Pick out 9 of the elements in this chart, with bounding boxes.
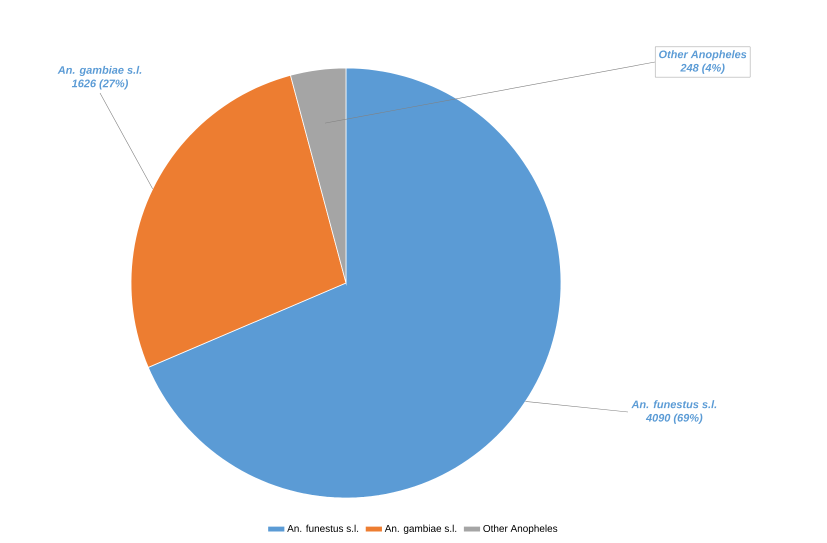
legend-label: Other Anopheles [483, 524, 558, 534]
slice-label: Other Anopheles [659, 50, 746, 60]
data-label: 248 (4%) [680, 64, 725, 74]
slice-label: An. funestus s.l. [631, 400, 716, 408]
data-label: 1626 (27%) [72, 79, 128, 90]
legend-label: An. gambiae s.l. [384, 524, 456, 534]
legend-label: An. funestus s.l. [287, 524, 358, 532]
data-label: 4090 (69%) [646, 414, 702, 424]
slice-label: An. gambiae s.l. [58, 66, 142, 76]
